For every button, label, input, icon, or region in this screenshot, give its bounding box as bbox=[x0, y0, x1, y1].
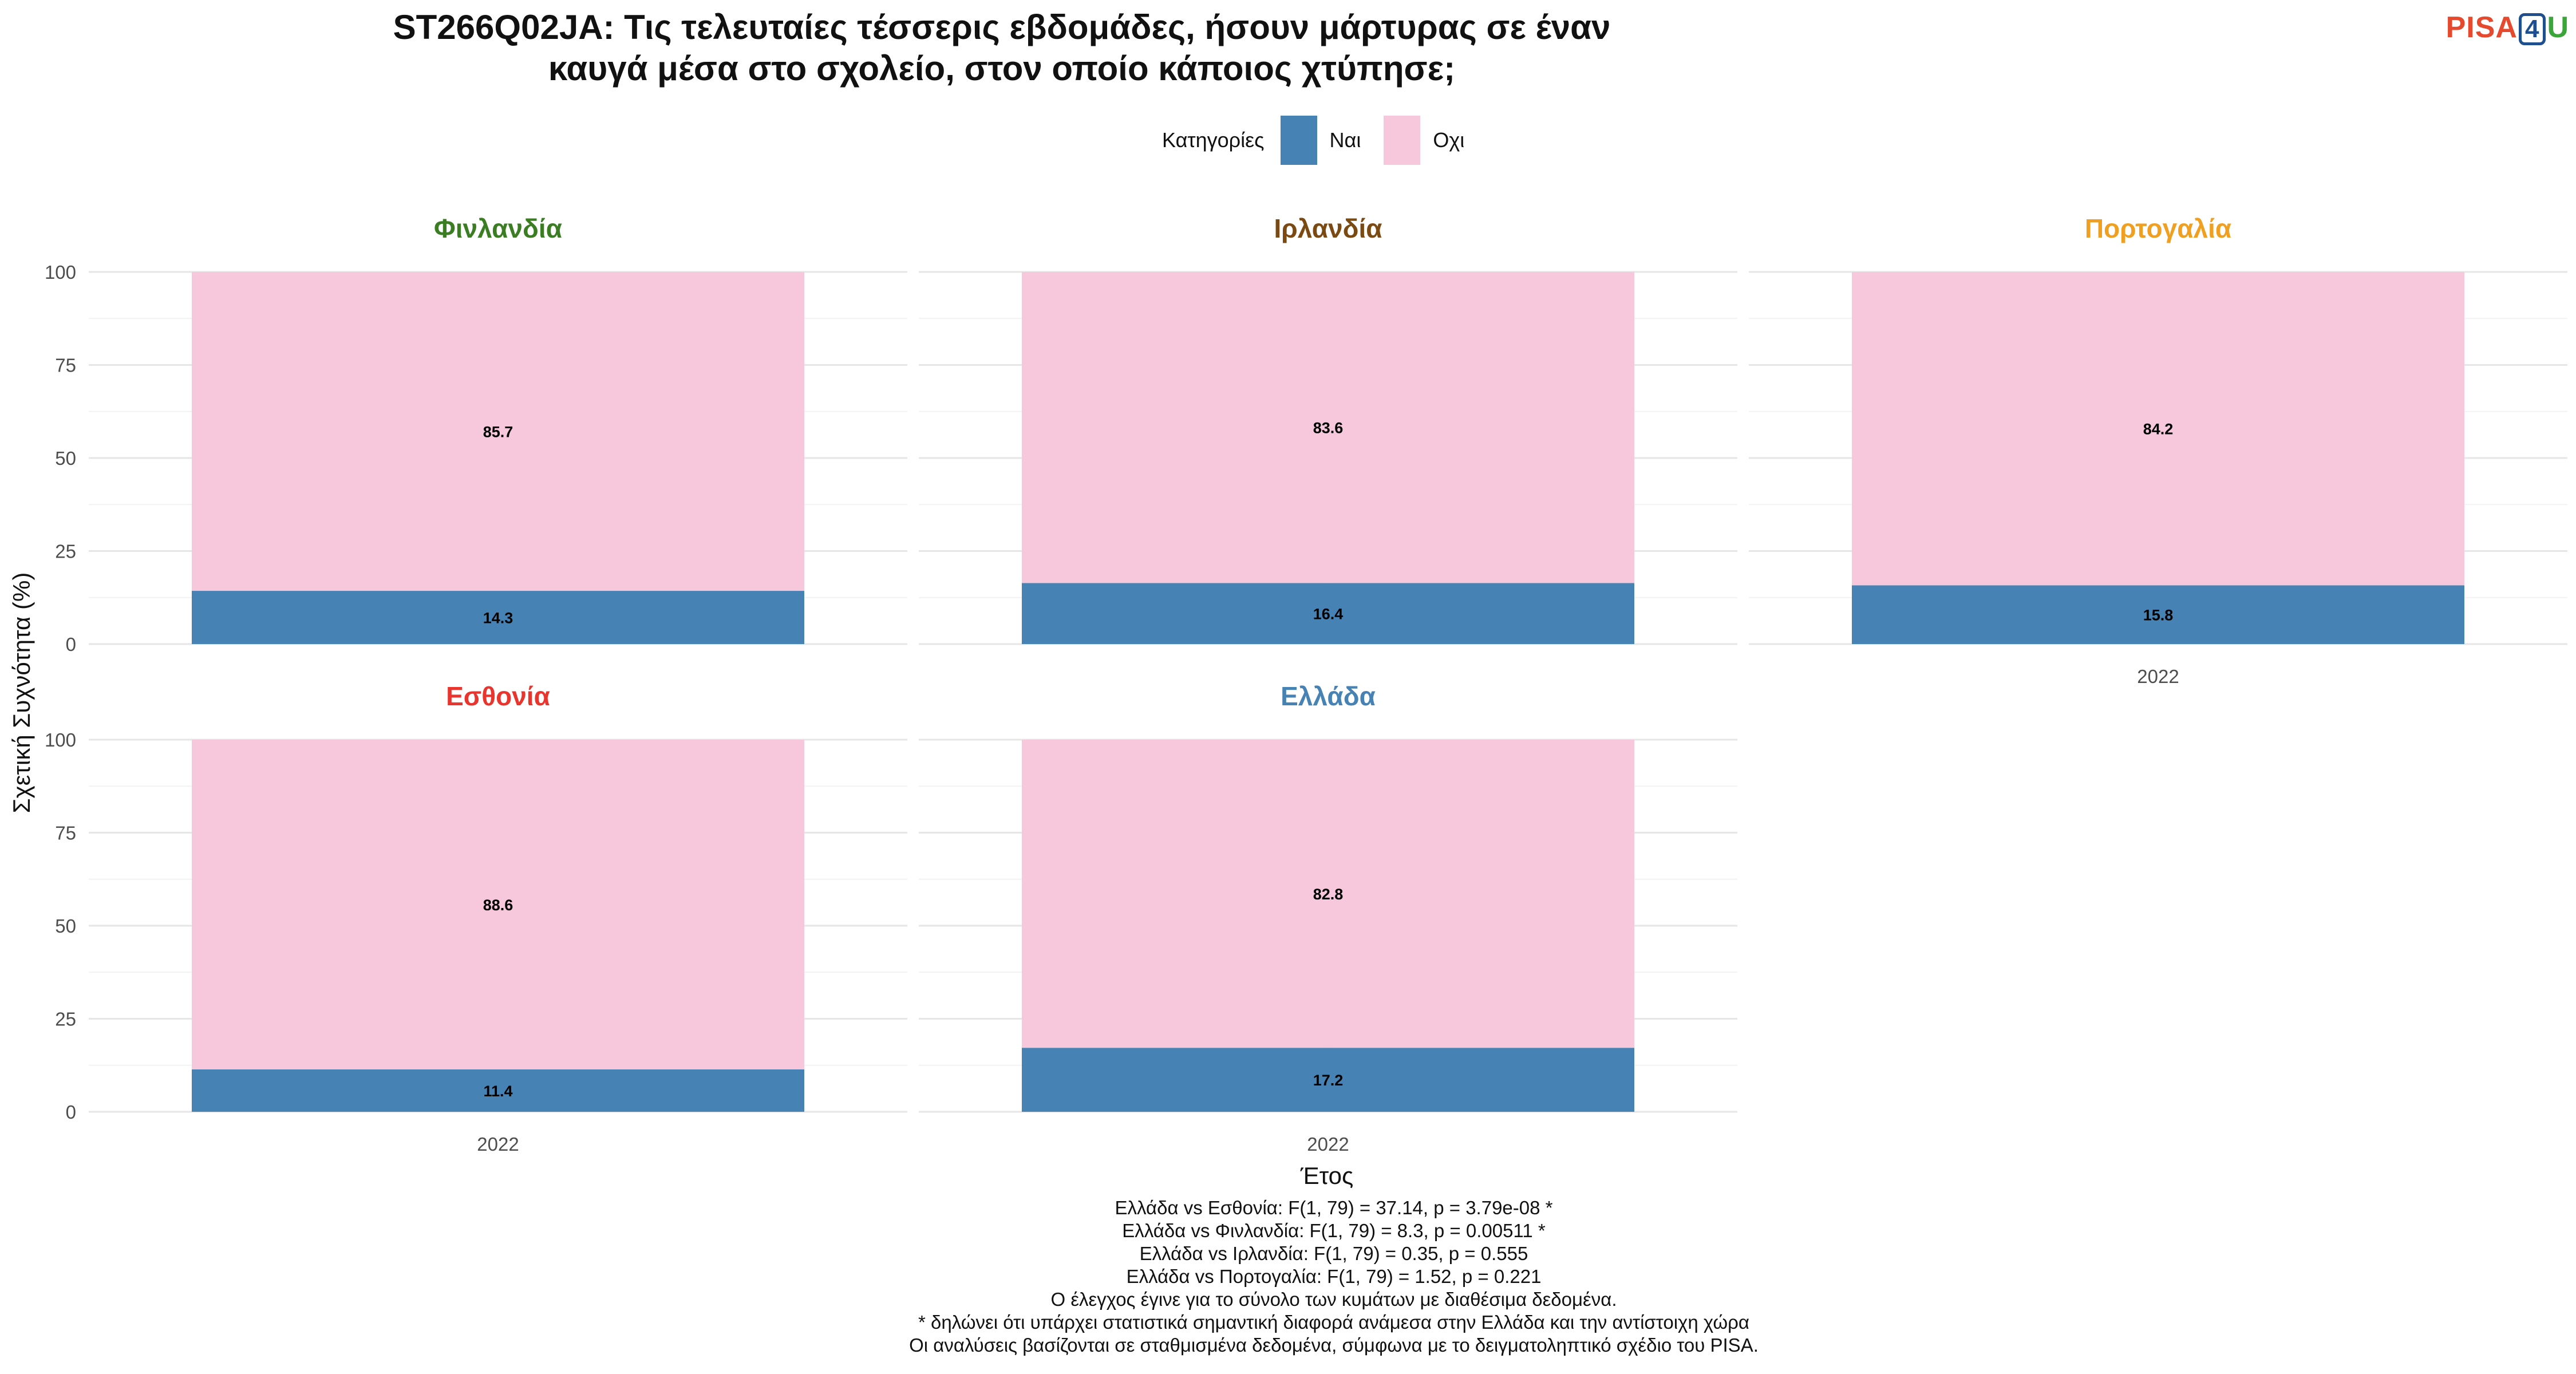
bar-segment bbox=[1022, 740, 1634, 1048]
chart-title: ST266Q02JA: Τις τελευταίες τέσσερις εβδο… bbox=[0, 7, 2004, 89]
legend-label-yes: Ναι bbox=[1329, 128, 1361, 152]
bar-segment bbox=[192, 591, 804, 644]
bar-segment bbox=[1852, 585, 2464, 644]
data-label: 85.7 bbox=[483, 424, 513, 441]
data-label: 17.2 bbox=[1313, 1072, 1344, 1089]
footnote-line: Ελλάδα vs Εσθονία: F(1, 79) = 37.14, p =… bbox=[1115, 1197, 1553, 1218]
pisa4u-logo: PISA 4 U bbox=[2446, 10, 2569, 45]
legend-key-no bbox=[1384, 116, 1421, 165]
bar-segment bbox=[1022, 272, 1634, 583]
data-label: 83.6 bbox=[1313, 420, 1344, 437]
legend: Κατηγορίες Ναι Οχι bbox=[1162, 114, 1487, 166]
panel-title: Φινλανδία bbox=[434, 214, 562, 243]
legend-title: Κατηγορίες bbox=[1162, 128, 1265, 152]
footnote-line: * δηλώνει ότι υπάρχει στατιστικά σημαντι… bbox=[918, 1312, 1749, 1333]
footnote-line: Ο έλεγχος έγινε για το σύνολο των κυμάτω… bbox=[1050, 1289, 1617, 1310]
logo-u-text: U bbox=[2547, 11, 2569, 44]
legend-key-yes bbox=[1280, 116, 1317, 165]
legend-label-no: Οχι bbox=[1433, 128, 1465, 152]
y-tick-label: 100 bbox=[45, 729, 76, 751]
bar-segment bbox=[1852, 272, 2464, 586]
bar-segment bbox=[192, 272, 804, 591]
x-tick-label: 2022 bbox=[2137, 666, 2179, 687]
y-tick-label: 0 bbox=[66, 1101, 76, 1123]
footnote-line: Ελλάδα vs Ιρλανδία: F(1, 79) = 0.35, p =… bbox=[1139, 1243, 1528, 1264]
bar-segment bbox=[192, 740, 804, 1069]
y-tick-label: 100 bbox=[45, 262, 76, 283]
title-line-1: ST266Q02JA: Τις τελευταίες τέσσερις εβδο… bbox=[393, 8, 1611, 46]
data-label: 14.3 bbox=[483, 610, 513, 627]
data-label: 11.4 bbox=[483, 1083, 512, 1100]
y-tick-label: 0 bbox=[66, 634, 76, 655]
bar-segment bbox=[1022, 1048, 1634, 1112]
footnote-line: Οι αναλύσεις βασίζονται σε σταθμισμένα δ… bbox=[909, 1334, 1759, 1356]
y-tick-label: 25 bbox=[55, 541, 76, 562]
data-label: 16.4 bbox=[1313, 606, 1344, 623]
y-tick-label: 75 bbox=[55, 823, 76, 844]
y-tick-label: 75 bbox=[55, 355, 76, 376]
data-label: 15.8 bbox=[2143, 607, 2174, 624]
panel-title: Εσθονία bbox=[446, 681, 550, 711]
bar-segment bbox=[192, 1069, 804, 1112]
data-label: 84.2 bbox=[2143, 421, 2174, 438]
x-tick-label: 2022 bbox=[1307, 1134, 1349, 1155]
logo-pisa-text: PISA bbox=[2445, 11, 2518, 44]
y-axis-title: Σχετική Συχνότητα (%) bbox=[8, 572, 35, 814]
data-label: 82.8 bbox=[1313, 886, 1344, 903]
footnotes: Ελλάδα vs Εσθονία: F(1, 79) = 37.14, p =… bbox=[0, 1197, 2576, 1357]
x-tick-label: 2022 bbox=[477, 1134, 519, 1155]
bar-segment bbox=[1022, 583, 1634, 644]
x-axis-title: Έτος bbox=[1300, 1162, 1354, 1189]
y-tick-label: 25 bbox=[55, 1009, 76, 1030]
data-label: 88.6 bbox=[483, 897, 513, 914]
y-tick-label: 50 bbox=[55, 448, 76, 469]
footnote-line: Ελλάδα vs Πορτογαλία: F(1, 79) = 1.52, p… bbox=[1126, 1266, 1542, 1287]
y-tick-label: 50 bbox=[55, 915, 76, 937]
panel-title: Πορτογαλία bbox=[2085, 214, 2231, 243]
panel-title: Ελλάδα bbox=[1281, 681, 1376, 711]
footnote-line: Ελλάδα vs Φινλανδία: F(1, 79) = 8.3, p =… bbox=[1122, 1220, 1546, 1241]
logo-four-badge: 4 bbox=[2518, 13, 2546, 45]
title-line-2: καυγά μέσα στο σχολείο, στον οποίο κάποι… bbox=[548, 49, 1456, 88]
panel-title: Ιρλανδία bbox=[1274, 214, 1382, 243]
